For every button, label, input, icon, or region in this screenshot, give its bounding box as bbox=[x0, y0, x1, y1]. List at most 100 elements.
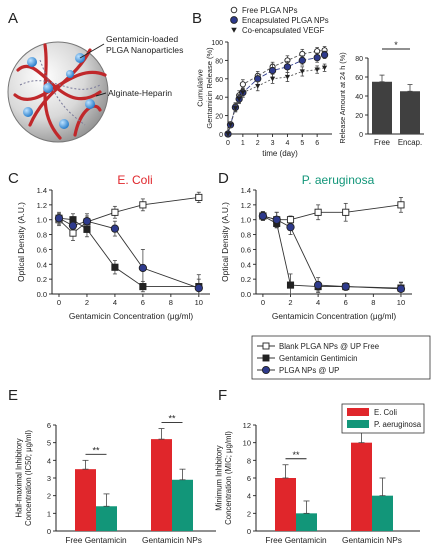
data-point bbox=[82, 217, 92, 226]
bar bbox=[400, 91, 420, 134]
y-tick-label: 1.4 bbox=[37, 186, 47, 195]
chart-title: E. Coli bbox=[117, 173, 152, 187]
bar bbox=[372, 81, 392, 134]
y-axis-label: Half-maximal InhibitoryConcentration (IC… bbox=[15, 430, 34, 526]
x-tick-label: 10 bbox=[195, 298, 203, 307]
label-gel: Alginate-Heparin bbox=[108, 88, 172, 98]
y-axis-label: Release Amount at 24 h (%) bbox=[338, 52, 347, 143]
y-tick-label: 3 bbox=[47, 474, 51, 483]
data-point bbox=[396, 284, 406, 293]
y-tick-label: 12 bbox=[243, 421, 251, 430]
data-point bbox=[227, 122, 234, 128]
significance-mark: ** bbox=[168, 414, 176, 424]
bar bbox=[96, 506, 117, 531]
y-tick-label: 6 bbox=[247, 474, 251, 483]
y-tick-label: 0 bbox=[47, 527, 51, 536]
data-point bbox=[321, 65, 328, 71]
y-tick-label: 60 bbox=[215, 77, 223, 84]
x-tick-label: 5 bbox=[300, 140, 304, 147]
chart-d-paeruginosa: 0.0 0.2 0.4 0.6 0.8 1.0 1.2 1.4 0 2 4 6 8 10 P. aerugi… bbox=[220, 173, 412, 321]
y-tick-label: 0.0 bbox=[241, 290, 251, 299]
y-tick-label: 10 bbox=[243, 439, 251, 448]
x-tick-label: 1 bbox=[241, 140, 245, 147]
bar bbox=[351, 442, 372, 531]
y-tick-label: 20 bbox=[215, 114, 223, 121]
bar bbox=[75, 469, 96, 531]
x-tick-label: Free bbox=[374, 138, 390, 147]
x-tick-label: Free Gentamicin bbox=[265, 535, 327, 545]
nanoparticles bbox=[23, 53, 95, 129]
data-point bbox=[341, 282, 350, 291]
y-axis-label: Minimum InhibitoryConcentration (MIC; μg… bbox=[215, 431, 234, 525]
y-tick-label: 1.4 bbox=[241, 186, 251, 195]
y-tick-label: 1.0 bbox=[241, 216, 251, 225]
data-point bbox=[320, 51, 329, 59]
y-tick-label: 4 bbox=[247, 492, 251, 501]
data-point bbox=[69, 229, 77, 237]
y-tick-label: 60 bbox=[355, 75, 363, 82]
data-point bbox=[225, 131, 231, 137]
data-point bbox=[111, 208, 119, 216]
hydrogel-sphere bbox=[7, 41, 109, 143]
y-axis-label-line: Minimum Inhibitory bbox=[215, 445, 224, 511]
data-point bbox=[286, 281, 295, 289]
legend-swatch bbox=[347, 408, 369, 416]
data-point bbox=[240, 90, 246, 96]
y-tick-label: 2 bbox=[247, 509, 251, 518]
y-tick-label: 0 bbox=[359, 132, 363, 139]
y-tick-label: 0.8 bbox=[241, 231, 251, 240]
data-point bbox=[111, 263, 119, 271]
panel-letter-b: B bbox=[192, 10, 202, 27]
data-point bbox=[239, 81, 246, 88]
data-point bbox=[314, 67, 320, 73]
panel-letter-c: C bbox=[8, 170, 19, 187]
y-axis-label-line: Cumulative bbox=[196, 69, 205, 107]
data-point bbox=[255, 84, 261, 89]
x-axis-label: Gentamicin Concentration (μg/ml) bbox=[69, 311, 193, 321]
legend-marker bbox=[262, 342, 270, 350]
y-tick-label: 1.2 bbox=[241, 201, 251, 210]
x-tick-label: 2 bbox=[256, 140, 260, 147]
chart-b-bar: 0 20 40 60 80 Release Amount at 24 h (%) Free E… bbox=[338, 40, 424, 147]
legend-box bbox=[251, 335, 431, 380]
chart-e-ic50: 0 1 2 3 4 5 6 Half-maximal InhibitoryConcentrat… bbox=[15, 414, 216, 545]
series-line bbox=[58, 217, 199, 288]
y-axis-label: CumulativeGentamicin Release (%) bbox=[196, 47, 215, 129]
legend-label: Blank PLGA NPs @ UP Free bbox=[279, 342, 379, 351]
bar bbox=[172, 479, 193, 531]
pointer-line-nps bbox=[79, 43, 105, 59]
x-tick-label: 8 bbox=[371, 298, 375, 307]
series-line bbox=[262, 215, 401, 289]
legend-label: Free PLGA NPs bbox=[242, 6, 298, 15]
y-tick-label: 6 bbox=[47, 421, 51, 430]
pointer-line-gel bbox=[95, 92, 107, 97]
y-axis-label-line: Concentration (MIC; μg/ml) bbox=[224, 431, 233, 525]
y-tick-label: 80 bbox=[215, 58, 223, 65]
data-point bbox=[283, 63, 292, 71]
x-tick-label: 0 bbox=[261, 298, 265, 307]
data-point bbox=[313, 53, 321, 62]
y-tick-label: 100 bbox=[211, 40, 223, 47]
y-axis-label-line: Optical Density (A.U.) bbox=[16, 202, 26, 282]
chart-f-mic: 0 2 4 6 8 10 12 Minimum InhibitoryConcentration… bbox=[215, 403, 425, 545]
label-nps-line1: Gentamicin-loaded bbox=[106, 34, 178, 44]
x-tick-label: 2 bbox=[288, 298, 292, 307]
x-tick-label: 4 bbox=[316, 298, 320, 307]
y-tick-label: 0 bbox=[247, 527, 251, 536]
y-tick-label: 0.4 bbox=[37, 260, 47, 269]
chart-b-release: 0 20 40 60 80 100 0 1 2 3 4 5 6 CumulativeGentamicin … bbox=[196, 6, 332, 158]
data-point bbox=[110, 224, 120, 233]
data-point bbox=[284, 74, 291, 80]
x-tick-label: Encap. bbox=[398, 138, 422, 147]
series-line bbox=[58, 217, 199, 289]
legend-label: Gentamicin Gentimicin bbox=[279, 354, 357, 363]
y-axis-label: Optical Density (A.U.) bbox=[16, 202, 26, 282]
data-point bbox=[54, 214, 64, 223]
data-point bbox=[254, 75, 262, 83]
y-axis-label-line: Release Amount at 24 h (%) bbox=[338, 52, 347, 143]
y-tick-label: 0.4 bbox=[241, 260, 251, 269]
y-tick-label: 0.2 bbox=[37, 275, 47, 284]
data-point bbox=[83, 225, 91, 233]
legend-label: P. aeruginosa bbox=[374, 420, 422, 429]
y-tick-label: 1 bbox=[47, 509, 51, 518]
